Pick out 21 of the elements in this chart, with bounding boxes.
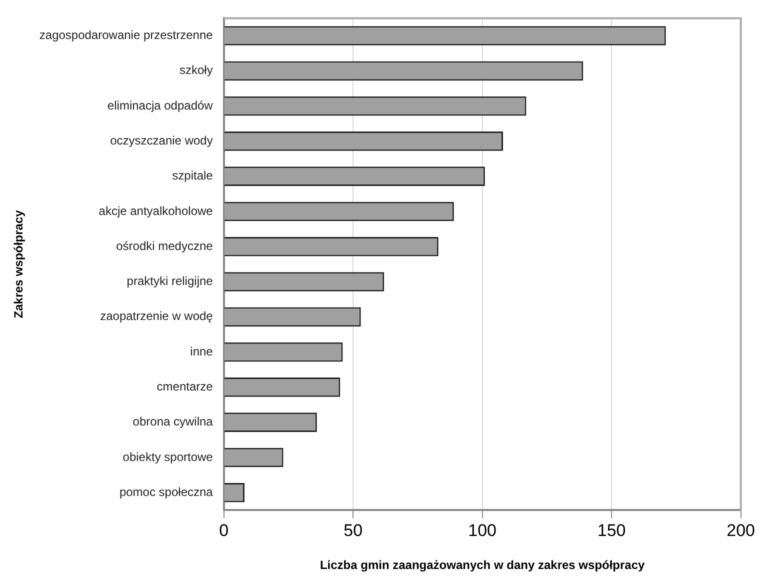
y-tick-label: obrona cywilna — [132, 414, 214, 429]
y-tick-label: zaopatrzenie w wodę — [100, 309, 214, 324]
x-tick-label: 200 — [726, 521, 756, 540]
x-tick-label: 150 — [597, 521, 626, 540]
x-tick-label: 0 — [219, 521, 229, 540]
y-tick-label: eliminacja odpadów — [107, 98, 214, 112]
x-tick-label: 100 — [468, 521, 497, 540]
y-tick-label: oczyszczanie wody — [110, 134, 213, 148]
y-axis-title: Zakres współpracy — [12, 210, 26, 318]
y-tick-label: akcje antyalkoholowe — [98, 204, 214, 218]
y-tick-label: pomoc społeczna — [119, 484, 214, 499]
y-tick-label: szpitale — [172, 168, 214, 183]
y-tick-label: szkoły — [180, 63, 213, 78]
y-tick-label: praktyki religijne — [126, 274, 214, 288]
x-axis-title: Liczba gmin zaangażowanych w dany zakres współpracy — [320, 558, 646, 572]
y-tick-label: ośrodki medyczne — [116, 238, 214, 253]
y-tick-label: zagospodarowanie przestrzenne — [39, 28, 214, 42]
y-tick-label: cmentarze — [156, 380, 214, 394]
y-tick-label: obiekty sportowe — [122, 450, 214, 464]
y-tick-label: inne — [190, 344, 214, 358]
x-tick-label: 50 — [344, 521, 363, 540]
